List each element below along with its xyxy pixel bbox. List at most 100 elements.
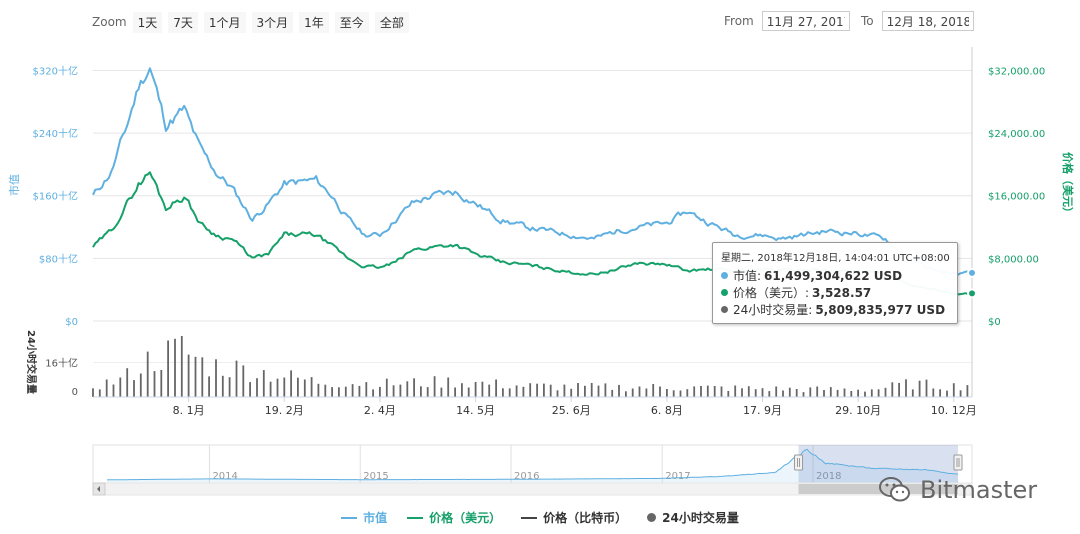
legend-label: 市值 — [363, 511, 388, 525]
price-dot-icon — [721, 289, 728, 296]
volume-bar — [829, 387, 832, 397]
volume-bar — [399, 384, 402, 397]
volume-bar — [502, 388, 504, 397]
market-cap-line — [92, 67, 973, 276]
navigator-year-label: 2015 — [363, 471, 388, 482]
volume-bar — [543, 383, 545, 397]
zoom-ytd-button[interactable]: 至今 — [334, 11, 369, 33]
volume-bar — [877, 389, 880, 397]
volume-bar — [870, 389, 873, 397]
volume-bar — [918, 380, 921, 397]
x-tick-label: 2. 4月 — [364, 404, 396, 417]
volume-tick-label: 0 — [72, 387, 78, 398]
legend-item-price-usd[interactable]: 价格（美元） — [407, 509, 501, 526]
volume-bar — [385, 378, 388, 397]
zoom-3m-button[interactable]: 3个月 — [251, 11, 294, 33]
legend-label: 价格（比特币） — [543, 511, 628, 525]
volume-bar — [208, 376, 210, 397]
volume-bar — [351, 384, 354, 397]
volume-bar — [775, 386, 778, 397]
volume-bar — [747, 386, 750, 397]
volume-bar — [283, 377, 286, 397]
volume-bar — [256, 378, 258, 397]
volume-bar — [693, 386, 696, 397]
volume-bar — [488, 384, 491, 397]
tooltip-row-price: 价格（美元）: 3,528.57 — [721, 284, 949, 301]
zoom-7d-button[interactable]: 7天 — [168, 11, 198, 33]
volume-bar — [269, 381, 272, 397]
zoom-1y-button[interactable]: 1年 — [299, 11, 329, 33]
market-cap-dot-icon — [721, 272, 728, 279]
volume-bar — [720, 386, 723, 397]
volume-bar — [297, 377, 299, 397]
volume-bar — [420, 386, 422, 397]
volume-bar — [782, 390, 784, 397]
volume-bar — [495, 379, 497, 397]
volume-bar — [809, 387, 812, 397]
navigator[interactable]: 2014 2015 2016 2017 2018 — [92, 444, 973, 496]
navigator-right-handle[interactable] — [953, 454, 963, 471]
volume-bar — [522, 386, 525, 397]
volume-bar — [344, 386, 347, 397]
left-axis-title: 市值 — [7, 174, 21, 196]
to-date-input[interactable] — [881, 11, 974, 31]
watermark: Bitmaster — [878, 476, 1037, 504]
volume-bar — [228, 377, 231, 397]
legend-item-market-cap[interactable]: 市值 — [341, 509, 387, 526]
volume-bar — [447, 377, 450, 397]
tooltip-row-volume: 24小时交易量: 5,809,835,977 USD — [721, 301, 949, 318]
left-tick-label: $160十亿 — [33, 190, 78, 203]
navigator-year-label: 2016 — [514, 471, 539, 482]
watermark-text: Bitmaster — [920, 476, 1038, 504]
volume-bar — [194, 356, 197, 397]
volume-bar — [262, 370, 265, 397]
volume-bar — [857, 389, 859, 397]
grid — [93, 47, 973, 397]
volume-bar — [167, 340, 169, 397]
zoom-1m-button[interactable]: 1个月 — [203, 11, 246, 33]
legend-item-price-btc[interactable]: 价格（比特币） — [521, 509, 627, 526]
volume-axis-title: 24小时交易量 — [25, 330, 38, 394]
volume-bars — [92, 336, 969, 397]
volume-bar — [802, 392, 805, 397]
volume-bar — [338, 387, 340, 397]
volume-bar — [754, 389, 757, 397]
volume-bar — [611, 389, 614, 397]
volume-bar — [133, 380, 135, 397]
navigator-scrollbar-thumb[interactable] — [798, 484, 958, 494]
navigator-left-handle[interactable] — [794, 454, 804, 471]
to-label: To — [861, 14, 874, 28]
tooltip: 星期二, 2018年12月18日, 14:04:01 UTC+08:00 市值:… — [712, 242, 958, 324]
legend-item-volume[interactable]: 24小时交易量 — [647, 509, 739, 526]
volume-bar — [570, 388, 573, 397]
volume-bar — [310, 377, 313, 397]
volume-bar — [843, 388, 846, 397]
volume-bar — [925, 379, 928, 397]
volume-bar — [440, 387, 443, 397]
line-swatch-icon — [521, 516, 538, 519]
from-date-input[interactable] — [761, 11, 850, 31]
volume-bar — [358, 385, 361, 397]
volume-bar — [631, 388, 634, 397]
zoom-all-button[interactable]: 全部 — [374, 11, 409, 33]
volume-bar — [898, 382, 900, 397]
volume-bar — [761, 388, 764, 397]
volume-bar — [911, 389, 914, 397]
zoom-1d-button[interactable]: 1天 — [132, 11, 163, 33]
volume-bar — [317, 383, 320, 397]
navigator-area — [107, 449, 958, 483]
volume-bar — [952, 383, 955, 397]
x-tick-label: 14. 5月 — [456, 404, 495, 417]
volume-bar — [112, 384, 115, 397]
right-tick-label: $24,000.00 — [988, 129, 1045, 140]
volume-bar — [92, 388, 94, 397]
volume-bar — [153, 371, 156, 397]
legend: 市值 价格（美元） 价格（比特币） 24小时交易量 — [0, 509, 1080, 526]
volume-bar — [864, 391, 866, 397]
volume-bar — [713, 386, 716, 397]
volume-bar — [597, 385, 600, 397]
volume-bar — [679, 390, 682, 397]
volume-bar — [672, 390, 675, 397]
price-usd-end-point — [967, 288, 977, 299]
volume-bar — [249, 382, 251, 397]
